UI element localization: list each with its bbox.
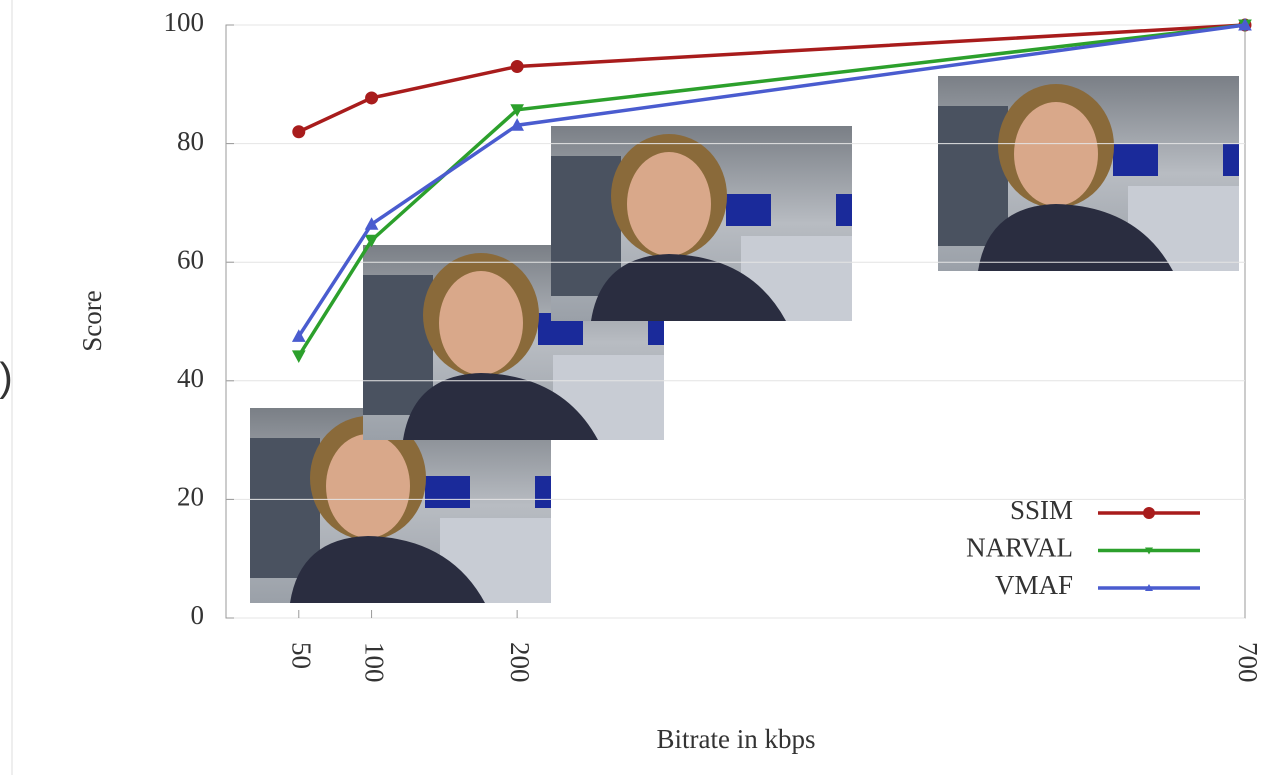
x-tick-label: 200: [505, 642, 535, 683]
y-tick-label: 0: [191, 600, 205, 630]
legend-marker: [1143, 507, 1155, 519]
monitor: [1223, 144, 1239, 176]
point: [366, 92, 378, 104]
monitor: [726, 194, 771, 226]
shelf: [363, 275, 433, 415]
y-tick-label: 40: [177, 363, 204, 393]
y-tick-label: 60: [177, 244, 204, 274]
monitor: [535, 476, 551, 508]
x-axis-title: Bitrate in kbps: [657, 724, 816, 754]
point: [511, 61, 523, 73]
legend-label: VMAF: [995, 570, 1073, 600]
y-tick-label: 20: [177, 482, 204, 512]
face: [627, 152, 711, 256]
face: [439, 271, 523, 375]
shelf: [250, 438, 320, 578]
thumbnail: [938, 76, 1239, 271]
shelf: [551, 156, 621, 296]
y-tick-label: 100: [164, 7, 205, 37]
thumbnail: [551, 126, 852, 321]
x-tick-label: 50: [287, 642, 317, 669]
x-tick-label: 100: [359, 642, 389, 683]
monitor: [425, 476, 470, 508]
monitor: [836, 194, 852, 226]
legend-label: SSIM: [1010, 495, 1073, 525]
monitor: [1113, 144, 1158, 176]
face: [326, 434, 410, 538]
shelf: [938, 106, 1008, 246]
x-tick-label: 700: [1233, 642, 1263, 683]
point: [293, 126, 305, 138]
fragment: ): [0, 356, 13, 400]
y-tick-label: 80: [177, 126, 204, 156]
chart: ) Score Bitrate in kbps 0 20 40 60 80 100 50 10…: [0, 0, 1265, 775]
legend-label: NARVAL: [966, 533, 1073, 563]
face: [1014, 102, 1098, 206]
y-axis-title: Score: [77, 290, 107, 351]
